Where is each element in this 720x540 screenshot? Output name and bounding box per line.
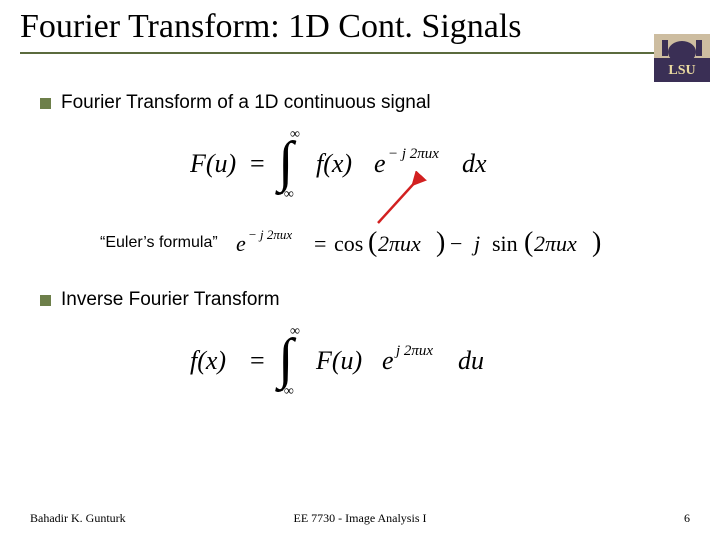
svg-text:− j 2πux: − j 2πux <box>388 146 439 162</box>
svg-text:): ) <box>436 227 445 258</box>
svg-text:−∞: −∞ <box>276 187 294 200</box>
title-region: Fourier Transform: 1D Cont. Signals <box>0 0 720 50</box>
bullet-row: Inverse Fourier Transform <box>40 289 680 311</box>
svg-text:du: du <box>458 346 484 375</box>
footer-author: Bahadir K. Gunturk <box>30 511 126 526</box>
euler-row: “Euler’s formula” e − j 2πux = cos ( 2πu… <box>40 223 680 263</box>
svg-text:(: ( <box>368 227 377 258</box>
arrow-icon <box>370 171 430 231</box>
svg-text:−∞: −∞ <box>276 384 294 397</box>
svg-text:2πux: 2πux <box>378 231 421 256</box>
svg-text:e: e <box>382 346 394 375</box>
svg-text:(: ( <box>524 227 533 258</box>
svg-text:=: = <box>250 149 265 178</box>
svg-text:∞: ∞ <box>290 324 300 339</box>
svg-text:=: = <box>250 346 265 375</box>
bullet-icon <box>40 295 51 306</box>
footer: Bahadir K. Gunturk EE 7730 - Image Analy… <box>0 511 720 526</box>
svg-text:f(x): f(x) <box>316 149 352 178</box>
bullet-icon <box>40 98 51 109</box>
svg-text:j 2πux: j 2πux <box>394 343 433 359</box>
svg-text:e: e <box>236 231 246 256</box>
svg-text:sin: sin <box>492 231 518 256</box>
svg-text:): ) <box>592 227 601 258</box>
euler-label: “Euler’s formula” <box>100 234 218 252</box>
footer-page-number: 6 <box>684 511 690 526</box>
svg-text:dx: dx <box>462 149 487 178</box>
lsu-logo-icon: LSU <box>654 34 710 82</box>
formula-ift: f(x) = ∫ ∞ −∞ F(u) e j 2πux du <box>40 323 680 402</box>
slide: Fourier Transform: 1D Cont. Signals LSU … <box>0 0 720 540</box>
formula-euler: e − j 2πux = cos ( 2πux ) − j sin ( 2πux… <box>236 223 636 263</box>
svg-text:j: j <box>471 231 480 256</box>
svg-text:2πux: 2πux <box>534 231 577 256</box>
footer-course: EE 7730 - Image Analysis I <box>294 511 427 526</box>
svg-text:f(x): f(x) <box>190 346 226 375</box>
svg-text:−: − <box>450 231 462 256</box>
svg-text:∞: ∞ <box>290 127 300 142</box>
page-title: Fourier Transform: 1D Cont. Signals <box>20 8 700 46</box>
bullet-text: Fourier Transform of a 1D continuous sig… <box>61 92 431 114</box>
svg-text:cos: cos <box>334 231 363 256</box>
content-area: Fourier Transform of a 1D continuous sig… <box>0 54 720 402</box>
bullet-text: Inverse Fourier Transform <box>61 289 280 311</box>
svg-text:F(u): F(u) <box>190 149 236 178</box>
bullet-row: Fourier Transform of a 1D continuous sig… <box>40 92 680 114</box>
formula-ft: F(u) = ∫ ∞ −∞ f(x) e − j 2πux dx <box>40 126 680 205</box>
svg-text:− j 2πux: − j 2πux <box>248 227 292 242</box>
svg-text:F(u): F(u) <box>315 346 362 375</box>
svg-text:LSU: LSU <box>668 63 695 78</box>
svg-text:=: = <box>314 231 326 256</box>
